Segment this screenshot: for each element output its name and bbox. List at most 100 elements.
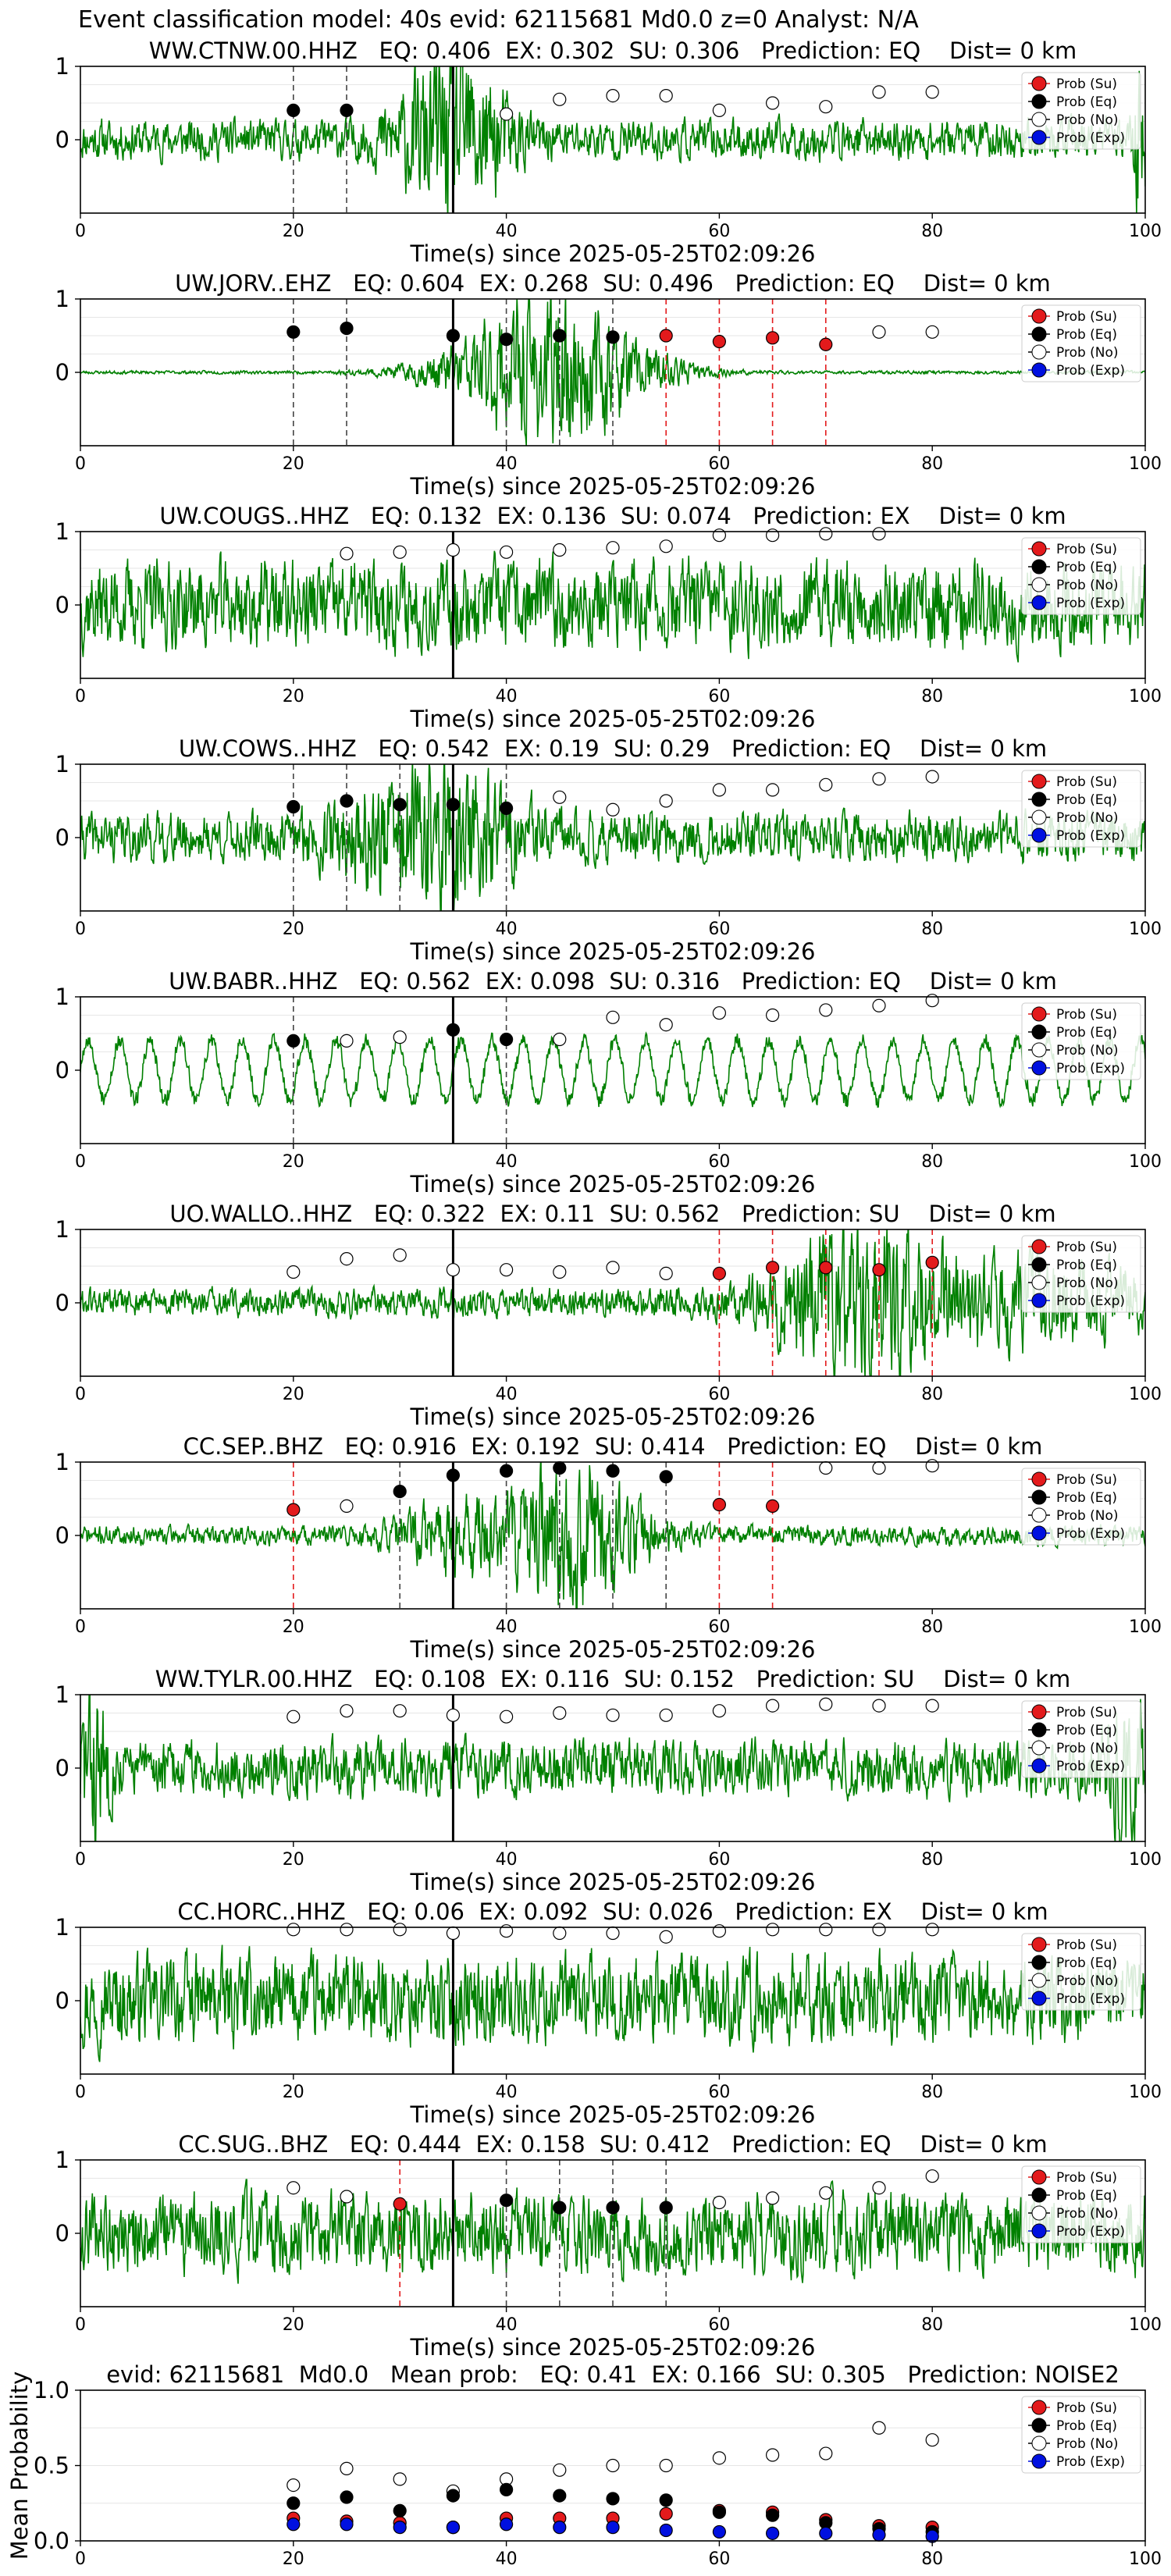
prob-eq-marker [606, 330, 620, 344]
prob-no-marker [872, 325, 886, 339]
prob-no-marker [340, 546, 354, 560]
x-tick-label: 100 [1129, 1850, 1162, 1870]
subplot-9: 0 20 40 60 80 100 1 0 CC.HORC..HHZ EQ: 0.06 EX: … [55, 1898, 1162, 2128]
x-tick-label: 60 [708, 2549, 730, 2569]
subplot-1-legend-label: Prob (No) [1056, 112, 1119, 128]
prob-no-marker [287, 1923, 301, 1937]
y-tick-label: 1 [55, 1681, 69, 1708]
waveform-group [80, 550, 1145, 663]
x-tick-label: 80 [921, 222, 943, 241]
x-tick-label: 20 [283, 1850, 304, 1870]
prob-no-marker [819, 527, 833, 541]
x-tick-label: 0 [75, 2315, 86, 2335]
x-axis-label: Time(s) since 2025-05-25T02:09:26 [410, 1636, 816, 1663]
subplot-7-legend-marker [1031, 1507, 1047, 1523]
prob-su-marker [712, 334, 727, 349]
x-tick-label: 60 [708, 1385, 730, 1404]
subplot-8-legend-marker [1031, 1740, 1047, 1756]
y-tick-label: 0 [55, 126, 69, 153]
subplot-9-legend-marker [1031, 1991, 1047, 2006]
subplot-5-legend-marker [1031, 1042, 1047, 1058]
subplot-6-legend-label: Prob (Exp) [1056, 1293, 1125, 1309]
x-tick-label: 100 [1129, 1152, 1162, 1172]
x-tick-label: 60 [708, 687, 730, 706]
x-tick-label: 100 [1129, 687, 1162, 706]
subplot-3: 0 20 40 60 80 100 1 0 UW.COUGS..HHZ EQ: 0.132 EX… [55, 503, 1162, 732]
subplot-2-legend-marker [1031, 326, 1047, 342]
subplot-10-legend-label: Prob (No) [1056, 2206, 1119, 2222]
prob-no-marker [712, 2195, 727, 2210]
waveform-group [80, 1462, 1145, 1609]
x-tick-label: 100 [1129, 2315, 1162, 2335]
prob-no-marker [553, 1032, 567, 1047]
mean-probeq-marker [659, 2493, 673, 2507]
x-tick-label: 60 [708, 1850, 730, 1870]
prob-no-marker [499, 1924, 514, 1938]
prob-no-marker [340, 1034, 354, 1048]
subplot-10-legend-box [1021, 2165, 1141, 2243]
y-tick-label: 0.0 [34, 2528, 69, 2554]
x-axis-label: Time(s) since 2025-05-25T02:09:26 [410, 240, 816, 267]
subplot-title: evid: 62115681 Md0.0 Mean prob: EQ: 0.41… [106, 2361, 1119, 2388]
subplot-1-legend-marker [1031, 130, 1047, 145]
prob-no-marker [340, 1499, 354, 1514]
prob-no-marker [712, 783, 727, 797]
waveform-trace [80, 1031, 1145, 1108]
x-tick-label: 40 [496, 1850, 518, 1870]
prob-no-marker [446, 1708, 461, 1722]
mean-probexp-marker [287, 2517, 301, 2532]
subplot-11-legend-label: Prob (Su) [1056, 2400, 1117, 2416]
x-tick-label: 0 [75, 920, 86, 939]
x-tick-label: 60 [708, 2315, 730, 2335]
subplot-7-legend-marker [1031, 1471, 1047, 1487]
subplot-8-legend-marker [1031, 1758, 1047, 1774]
x-tick-label: 20 [283, 1617, 304, 1637]
prob-no-marker [446, 1926, 461, 1941]
prob-no-marker [553, 1926, 567, 1941]
subplot-6-legend-label: Prob (Su) [1056, 1240, 1117, 1255]
subplot-4-legend-label: Prob (Su) [1056, 774, 1117, 790]
x-tick-label: 20 [283, 1152, 304, 1172]
prob-no-marker [925, 994, 939, 1008]
prob-no-marker [659, 794, 673, 808]
subplot-9-legend-box [1021, 1933, 1141, 2011]
prob-eq-marker [499, 801, 514, 816]
x-tick-label: 40 [496, 687, 518, 706]
subplot-3-legend-marker [1031, 595, 1047, 610]
subplot-2-legend-marker [1031, 308, 1047, 324]
prob-no-marker [819, 1003, 833, 1017]
prob-eq-marker [340, 103, 354, 117]
x-tick-label: 80 [921, 1385, 943, 1404]
subplot-6-legend-marker [1031, 1257, 1047, 1272]
prob-no-marker [393, 1248, 407, 1262]
subplot-3-legend-marker [1031, 577, 1047, 592]
mean-probeq-marker [712, 2505, 727, 2519]
x-axis-label: Time(s) since 2025-05-25T02:09:26 [410, 1404, 816, 1430]
prob-eq-marker [446, 798, 461, 812]
subplot-9-legend-label: Prob (Eq) [1056, 1955, 1117, 1971]
waveform-trace [80, 1462, 1145, 1609]
mean-probeq-marker [553, 2489, 567, 2503]
subplot-11-legend-marker [1031, 2435, 1047, 2451]
subplot-3-legend-label: Prob (Eq) [1056, 560, 1117, 575]
subplot-1-legend-box [1021, 72, 1141, 150]
mean-probexp-marker [606, 2521, 620, 2535]
subplot-7-legend-label: Prob (Exp) [1056, 1526, 1125, 1542]
prob-eq-marker [287, 1034, 301, 1048]
x-tick-label: 80 [921, 1152, 943, 1172]
x-tick-label: 0 [75, 1850, 86, 1870]
y-tick-label: 0 [55, 1987, 69, 2014]
subplot-title: UW.BABR..HHZ EQ: 0.562 EX: 0.098 SU: 0.3… [169, 968, 1057, 994]
prob-no-marker [340, 1251, 354, 1266]
prob-eq-marker [287, 103, 301, 117]
mean-probno-marker [393, 2472, 407, 2486]
mean-probexp-marker [765, 2526, 780, 2540]
prob-no-marker [925, 1699, 939, 1713]
subplot-title: UW.COWS..HHZ EQ: 0.542 EX: 0.19 SU: 0.29… [179, 735, 1047, 762]
y-tick-label: 1 [55, 1449, 69, 1475]
subplot-title: CC.SEP..BHZ EQ: 0.916 EX: 0.192 SU: 0.41… [183, 1433, 1043, 1460]
prob-no-marker [872, 527, 886, 541]
mean-probexp-marker [819, 2526, 833, 2540]
mean-probno-marker [659, 2458, 673, 2473]
subplot-3-legend-box [1021, 537, 1141, 615]
